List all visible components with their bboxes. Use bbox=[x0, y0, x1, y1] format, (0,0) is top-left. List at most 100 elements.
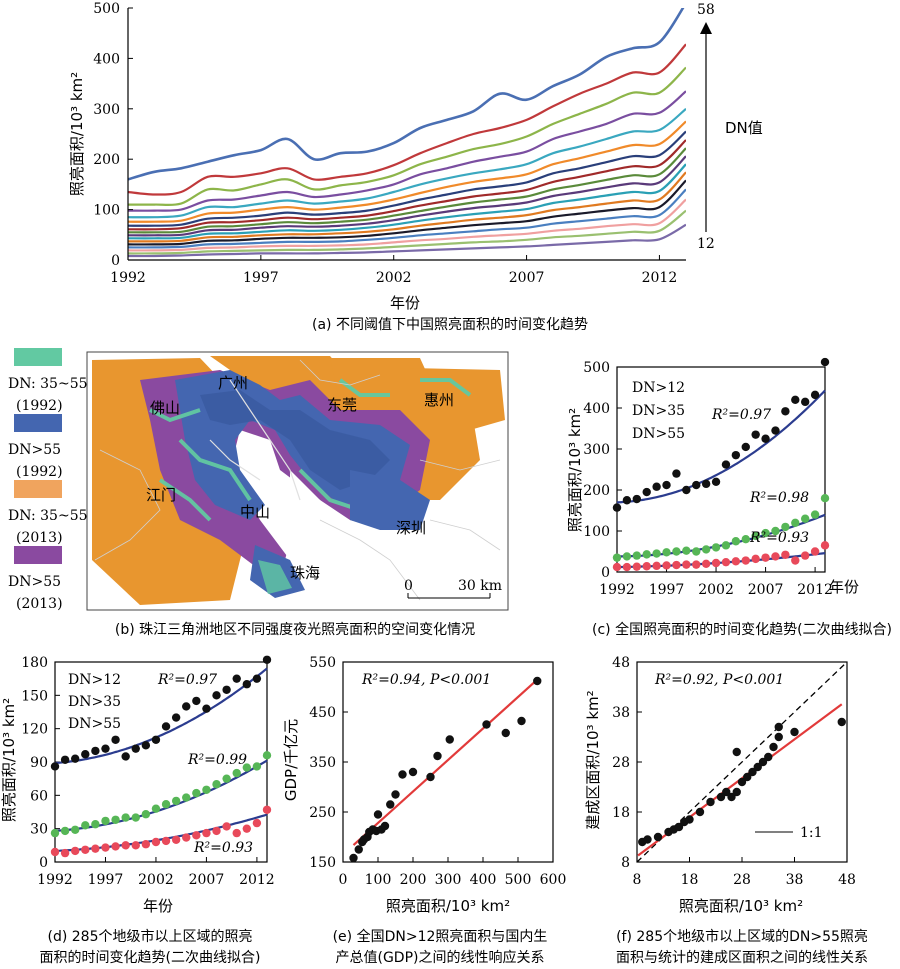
panel-c-point bbox=[612, 553, 622, 562]
panel-c-point bbox=[622, 552, 632, 561]
panel-d-point bbox=[192, 788, 201, 798]
panel-d-point bbox=[182, 793, 191, 802]
panel-c-xtick-label: 2002 bbox=[698, 582, 734, 598]
panel-f-point bbox=[753, 762, 762, 772]
panel-d-legend-2: DN>55 bbox=[68, 716, 121, 732]
panel-c-point bbox=[731, 537, 741, 546]
dn-arrow-title: DN值 bbox=[725, 119, 763, 137]
panel-c-legend-2: DN>55 bbox=[632, 426, 685, 442]
panel-c-point bbox=[642, 487, 651, 497]
panel-c-legend-0: DN>12 bbox=[632, 380, 685, 396]
panel-d-xtick-label: 1997 bbox=[88, 872, 124, 888]
panel-c-point bbox=[820, 494, 830, 503]
panel-e-point bbox=[380, 821, 390, 831]
panel-f-point bbox=[695, 807, 705, 817]
panel-d-fit-curve bbox=[54, 759, 268, 832]
panel-d-ytick-label: 150 bbox=[21, 688, 48, 704]
panel-c-ytick-label: 500 bbox=[583, 360, 610, 376]
panel-f-point bbox=[716, 792, 726, 802]
panel-c-point bbox=[711, 543, 721, 552]
panel-d-xtick-label: 1992 bbox=[37, 872, 73, 888]
panel-e-ytick-label: 350 bbox=[309, 755, 336, 771]
panel-f-ytick-label: 28 bbox=[612, 755, 630, 771]
panel-f-point bbox=[732, 747, 741, 757]
panel-d-point bbox=[131, 841, 140, 850]
panel-d-point bbox=[70, 825, 80, 834]
panel-c-fit-curve bbox=[616, 552, 826, 569]
panel-c-point bbox=[622, 496, 632, 505]
scale-zero: 0 bbox=[404, 578, 413, 594]
panel-a-series-line bbox=[128, 120, 686, 223]
map-legend-label: DN>55 bbox=[8, 574, 61, 590]
panel-e-point bbox=[386, 800, 395, 809]
panel-c-point bbox=[731, 450, 741, 460]
panel-d-point bbox=[101, 843, 110, 852]
panel-e-point bbox=[349, 853, 358, 863]
panel-f-ytick-label: 48 bbox=[612, 655, 630, 671]
panel-c-point bbox=[652, 482, 661, 491]
panel-f-point bbox=[643, 835, 652, 844]
panel-f-xtick-label: 28 bbox=[733, 872, 751, 888]
map-city-label: 珠海 bbox=[290, 564, 320, 582]
panel-d-point bbox=[151, 804, 161, 813]
panel-d-point bbox=[232, 674, 241, 683]
panel-d-point bbox=[192, 696, 201, 706]
panel-f-one-to-one-line bbox=[636, 661, 848, 863]
panel-d-point bbox=[212, 780, 221, 789]
panel-f-point bbox=[722, 787, 731, 797]
panel-e-point bbox=[354, 845, 363, 854]
panel-d-ytick-label: 120 bbox=[21, 722, 48, 738]
panel-d-point bbox=[171, 796, 181, 806]
panel-c-xtick-label: 2012 bbox=[797, 582, 833, 598]
panel-c-point bbox=[781, 407, 790, 416]
panel-c-point bbox=[800, 397, 810, 407]
panel-c-point bbox=[810, 390, 820, 400]
panel-c-point bbox=[781, 550, 790, 559]
panel-c-point bbox=[721, 460, 731, 469]
panel-d-point bbox=[60, 848, 70, 858]
map-legend-label: DN>55 bbox=[8, 442, 61, 458]
map-legend-swatch bbox=[14, 414, 62, 432]
panel-d-point bbox=[222, 685, 231, 694]
panel-c-point bbox=[652, 561, 661, 571]
panel-c-xtick-label: 1992 bbox=[599, 582, 635, 598]
panel-c-point bbox=[662, 548, 671, 557]
panel-a-xtick-label: 1992 bbox=[110, 270, 146, 286]
panel-d-point bbox=[161, 800, 171, 809]
panel-e-ytick-label: 450 bbox=[309, 705, 336, 721]
panel-c-point bbox=[771, 526, 780, 536]
panel-c-legend-1: DN>35 bbox=[632, 403, 685, 419]
panel-a-ytick-label: 400 bbox=[93, 51, 120, 67]
panel-c-point bbox=[682, 546, 691, 555]
panel-d-caption-2: 面积的时间变化趋势(二次曲线拟合) bbox=[40, 950, 261, 966]
panel-d-xtick-label: 2002 bbox=[138, 872, 174, 888]
panel-c-point bbox=[711, 558, 721, 568]
panel-d-point bbox=[242, 680, 252, 689]
panel-c-ytick-label: 100 bbox=[583, 524, 610, 540]
panel-f-annot: R²=0.92, P<0.001 bbox=[654, 672, 784, 688]
panel-a-ytick-label: 200 bbox=[93, 152, 120, 168]
panel-a-series-line bbox=[128, 66, 686, 207]
panel-d-point bbox=[60, 755, 70, 764]
panel-c-xlabel: 年份 bbox=[829, 578, 859, 596]
panel-c-fit-curve bbox=[616, 389, 826, 504]
panel-c-point bbox=[672, 469, 681, 478]
map-legend-year: (2013) bbox=[16, 596, 63, 612]
panel-f-xtick-label: 18 bbox=[681, 872, 699, 888]
panel-d-point bbox=[121, 752, 130, 761]
panel-a-series-line bbox=[128, 147, 686, 234]
panel-d-xlabel: 年份 bbox=[143, 897, 173, 915]
panel-c-xtick-label: 1997 bbox=[649, 582, 685, 598]
panel-d-point bbox=[151, 837, 161, 847]
panel-a-series-line bbox=[128, 223, 686, 258]
panel-c-point bbox=[771, 552, 780, 561]
panel-c-point bbox=[692, 480, 701, 490]
panel-c-point bbox=[672, 547, 681, 556]
panel-d-point bbox=[212, 826, 221, 836]
panel-d-point bbox=[171, 835, 181, 844]
panel-f-xtick-label: 48 bbox=[838, 872, 856, 888]
panel-c-ytick-label: 400 bbox=[583, 401, 610, 417]
panel-c-point bbox=[810, 547, 820, 556]
panel-d-point bbox=[91, 844, 100, 853]
panel-d-ytick-label: 180 bbox=[21, 655, 48, 671]
